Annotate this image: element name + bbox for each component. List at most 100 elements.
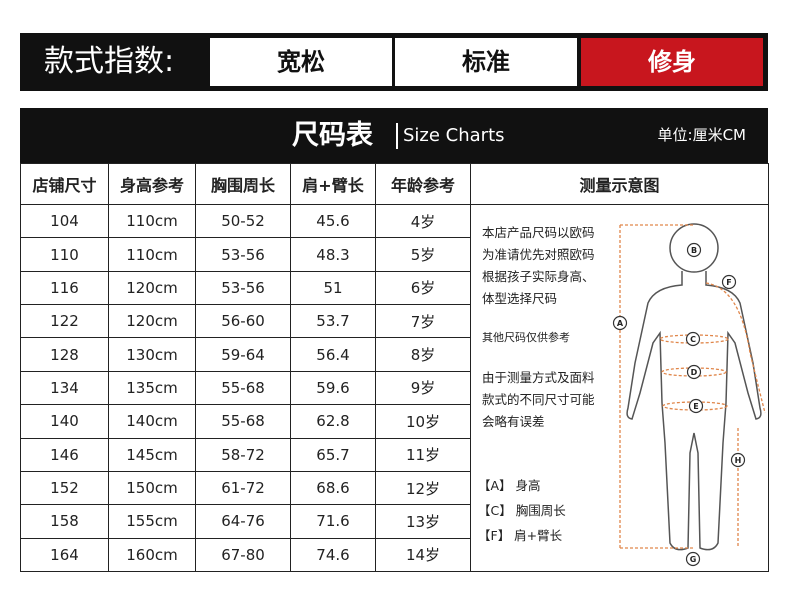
cell: 160cm [108,537,196,573]
cell: 4岁 [375,203,471,239]
marker [685,331,701,347]
cell: 53-56 [195,270,291,306]
cell: 68.6 [290,470,376,506]
row: 152 150cm 61-72 68.6 12岁 [20,470,769,506]
arm-line [705,282,766,414]
row: 140 140cm 55-68 62.8 10岁 [20,404,769,439]
marker [612,315,628,331]
cell: 50-52 [195,203,291,239]
cell: 6岁 [375,270,471,306]
table-header: 尺码表 Size Charts 单位:厘米CM [20,108,768,163]
column-header: 年龄参考 [375,163,471,205]
legend-item: 【A】 身高 [478,478,541,493]
cell: 56-60 [195,304,291,339]
cell: 53-56 [195,237,291,272]
cell: 11岁 [375,437,471,472]
height-line [619,224,694,549]
figure: A B F C D E H G [612,223,766,567]
column-header: 肩+臂长 [290,163,376,205]
cell: 7岁 [375,304,471,339]
note-line: 其他尺码仅供参考 [482,331,570,344]
cell: 155cm [108,504,196,539]
marker-label: G [690,555,697,564]
cell: 158 [20,504,109,539]
row: 116 120cm 53-56 51 6岁 [20,270,769,306]
cell: 59-64 [195,337,291,372]
cell: 56.4 [290,337,376,372]
marker-label: E [693,402,698,411]
marker-label: H [735,456,742,465]
cell: 140cm [108,404,196,439]
cell: 104 [20,203,109,239]
legend-item: 【F】 肩+臂长 [478,528,563,543]
cell: 8岁 [375,337,471,372]
cell: 74.6 [290,537,376,573]
cell: 110 [20,237,109,272]
fit-option: 标准 [395,38,577,86]
fit-label: 款式指数: [44,44,175,79]
cell: 128 [20,337,109,372]
header-row: 店铺尺寸 身高参考 胸围周长 肩+臂长 年龄参考 测量示意图 [20,163,769,205]
cell: 58-72 [195,437,291,472]
head-outline [669,223,719,273]
note-line: 由于测量方式及面料 [482,370,595,385]
cell: 48.3 [290,237,376,272]
table-subtitle: Size Charts [403,125,505,146]
fit-option: 宽松 [210,38,392,86]
note-line: 款式的不同尺寸可能 [482,392,595,407]
cell: 116 [20,270,109,306]
cell: 9岁 [375,370,471,406]
column-header: 店铺尺寸 [20,163,109,205]
body-outline [626,271,762,551]
marker [686,364,702,380]
marker-label: D [691,368,698,377]
cell: 71.6 [290,504,376,539]
cell: 67-80 [195,537,291,573]
cell: 5岁 [375,237,471,272]
row: 128 130cm 59-64 56.4 8岁 [20,337,769,372]
marker [685,551,701,567]
cell: 130cm [108,337,196,372]
marker-label: F [726,278,731,287]
marker [730,452,746,468]
cell: 110cm [108,237,196,272]
cell: 12岁 [375,470,471,506]
table: 店铺尺寸 身高参考 胸围周长 肩+臂长 年龄参考 测量示意图 104 110cm 50-52 4… [20,163,769,573]
cell: 135cm [108,370,196,406]
cell: 55-68 [195,404,291,439]
cell: 122 [20,304,109,339]
cell: 164 [20,537,109,573]
row: 164 160cm 67-80 74.6 14岁 [20,537,769,573]
cell: 62.8 [290,404,376,439]
marker-label: A [617,319,624,328]
size-table: 尺码表 Size Charts 单位:厘米CM 店铺尺寸 身高参考 胸围周长 肩+臂长… [20,108,769,573]
cell: 13岁 [375,504,471,539]
cell: 134 [20,370,109,406]
table-title: 尺码表 [292,120,373,151]
cell: 64-76 [195,504,291,539]
cell: 120cm [108,270,196,306]
column-header: 胸围周长 [195,163,291,205]
cell: 45.6 [290,203,376,239]
fit-option: 修身 [581,38,763,86]
cell: 61-72 [195,470,291,506]
marker-label: B [691,246,697,255]
cell: 145cm [108,437,196,472]
unit: 单位:厘米CM [657,126,746,144]
legend-item: 【C】 胸围周长 [478,503,566,518]
diagram: A B F C D E H G 本店产品尺码以欧码 为准请优先对照欧码 根据孩子实际身高、 体型选择… [470,203,768,572]
cell: 120cm [108,304,196,339]
chest-line [659,334,729,344]
cell: 140 [20,404,109,439]
cell: 150cm [108,470,196,506]
note-line: 为准请优先对照欧码 [482,247,595,262]
cell: 146 [20,437,109,472]
cell: 59.6 [290,370,376,406]
cell: 14岁 [375,537,471,573]
cell: 152 [20,470,109,506]
note-line: 体型选择尺码 [482,291,558,306]
note-line: 会略有误差 [482,414,545,429]
cell: 55-68 [195,370,291,406]
marker-label: C [690,335,696,344]
